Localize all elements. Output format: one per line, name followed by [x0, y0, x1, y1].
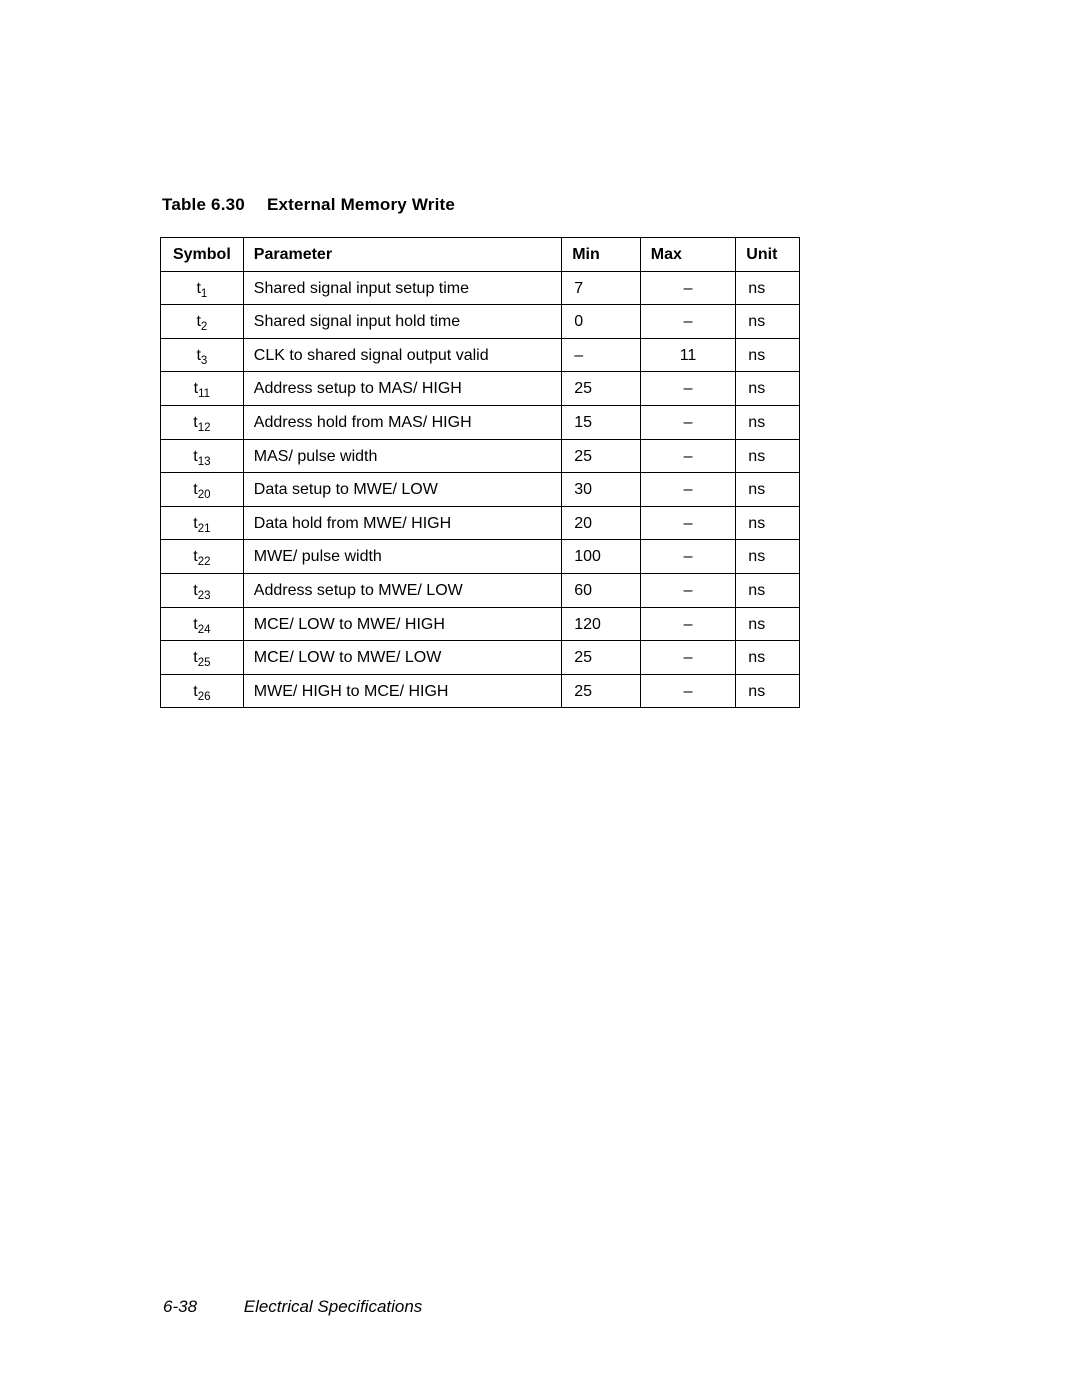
cell-max: – — [640, 271, 736, 305]
page-footer: 6-38 Electrical Specifications — [163, 1297, 422, 1317]
table-row: t11 Address setup to MAS/ HIGH 25 – ns — [161, 372, 800, 406]
cell-min: 30 — [562, 473, 641, 507]
col-unit: Unit — [736, 238, 800, 272]
page-number: 6-38 — [163, 1297, 239, 1317]
cell-max: – — [640, 405, 736, 439]
cell-max: – — [640, 607, 736, 641]
cell-symbol: t20 — [161, 473, 244, 507]
cell-min: 25 — [562, 674, 641, 708]
table-row: t1 Shared signal input setup time 7 – ns — [161, 271, 800, 305]
table-header-row: Symbol Parameter Min Max Unit — [161, 238, 800, 272]
cell-min: 120 — [562, 607, 641, 641]
cell-symbol: t21 — [161, 506, 244, 540]
cell-max: – — [640, 439, 736, 473]
cell-unit: ns — [736, 405, 800, 439]
cell-parameter: MCE/ LOW to MWE/ HIGH — [243, 607, 561, 641]
col-symbol: Symbol — [161, 238, 244, 272]
cell-max: – — [640, 674, 736, 708]
cell-parameter: Data hold from MWE/ HIGH — [243, 506, 561, 540]
cell-unit: ns — [736, 473, 800, 507]
table-row: t13 MAS/ pulse width 25 – ns — [161, 439, 800, 473]
cell-unit: ns — [736, 439, 800, 473]
cell-unit: ns — [736, 506, 800, 540]
cell-max: – — [640, 506, 736, 540]
cell-unit: ns — [736, 372, 800, 406]
cell-parameter: CLK to shared signal output valid — [243, 338, 561, 372]
cell-symbol: t25 — [161, 641, 244, 675]
cell-unit: ns — [736, 674, 800, 708]
cell-max: – — [640, 305, 736, 339]
cell-parameter: MWE/ HIGH to MCE/ HIGH — [243, 674, 561, 708]
col-max: Max — [640, 238, 736, 272]
cell-symbol: t22 — [161, 540, 244, 574]
table-body: t1 Shared signal input setup time 7 – ns… — [161, 271, 800, 708]
cell-max: – — [640, 473, 736, 507]
cell-symbol: t23 — [161, 573, 244, 607]
cell-min: – — [562, 338, 641, 372]
cell-parameter: Address setup to MWE/ LOW — [243, 573, 561, 607]
cell-min: 20 — [562, 506, 641, 540]
cell-parameter: MCE/ LOW to MWE/ LOW — [243, 641, 561, 675]
cell-unit: ns — [736, 573, 800, 607]
cell-min: 25 — [562, 641, 641, 675]
cell-parameter: MAS/ pulse width — [243, 439, 561, 473]
cell-parameter: Address setup to MAS/ HIGH — [243, 372, 561, 406]
table-row: t12 Address hold from MAS/ HIGH 15 – ns — [161, 405, 800, 439]
cell-symbol: t2 — [161, 305, 244, 339]
table-row: t2 Shared signal input hold time 0 – ns — [161, 305, 800, 339]
page: Table 6.30 External Memory Write Symbol P… — [0, 0, 1080, 1397]
spec-table: Symbol Parameter Min Max Unit t1 Shared … — [160, 237, 800, 708]
col-min: Min — [562, 238, 641, 272]
cell-parameter: Data setup to MWE/ LOW — [243, 473, 561, 507]
cell-min: 15 — [562, 405, 641, 439]
cell-max: – — [640, 372, 736, 406]
cell-symbol: t11 — [161, 372, 244, 406]
table-row: t22 MWE/ pulse width 100 – ns — [161, 540, 800, 574]
cell-symbol: t1 — [161, 271, 244, 305]
cell-unit: ns — [736, 271, 800, 305]
cell-min: 100 — [562, 540, 641, 574]
cell-symbol: t13 — [161, 439, 244, 473]
cell-unit: ns — [736, 338, 800, 372]
cell-unit: ns — [736, 305, 800, 339]
caption-number: Table 6.30 — [162, 195, 245, 214]
cell-min: 60 — [562, 573, 641, 607]
section-title: Electrical Specifications — [244, 1297, 423, 1316]
table-row: t3 CLK to shared signal output valid – 1… — [161, 338, 800, 372]
cell-min: 25 — [562, 372, 641, 406]
cell-parameter: MWE/ pulse width — [243, 540, 561, 574]
cell-symbol: t24 — [161, 607, 244, 641]
cell-unit: ns — [736, 540, 800, 574]
cell-min: 0 — [562, 305, 641, 339]
cell-max: – — [640, 641, 736, 675]
cell-min: 7 — [562, 271, 641, 305]
cell-unit: ns — [736, 607, 800, 641]
table-row: t25 MCE/ LOW to MWE/ LOW 25 – ns — [161, 641, 800, 675]
cell-symbol: t26 — [161, 674, 244, 708]
cell-max: 11 — [640, 338, 736, 372]
cell-max: – — [640, 540, 736, 574]
table-row: t23 Address setup to MWE/ LOW 60 – ns — [161, 573, 800, 607]
table-row: t20 Data setup to MWE/ LOW 30 – ns — [161, 473, 800, 507]
cell-symbol: t3 — [161, 338, 244, 372]
cell-unit: ns — [736, 641, 800, 675]
table-row: t26 MWE/ HIGH to MCE/ HIGH 25 – ns — [161, 674, 800, 708]
col-parameter: Parameter — [243, 238, 561, 272]
cell-max: – — [640, 573, 736, 607]
cell-parameter: Address hold from MAS/ HIGH — [243, 405, 561, 439]
cell-min: 25 — [562, 439, 641, 473]
table-caption: Table 6.30 External Memory Write — [162, 195, 920, 215]
cell-parameter: Shared signal input setup time — [243, 271, 561, 305]
caption-title: External Memory Write — [267, 195, 455, 214]
cell-symbol: t12 — [161, 405, 244, 439]
table-row: t24 MCE/ LOW to MWE/ HIGH 120 – ns — [161, 607, 800, 641]
cell-parameter: Shared signal input hold time — [243, 305, 561, 339]
table-row: t21 Data hold from MWE/ HIGH 20 – ns — [161, 506, 800, 540]
